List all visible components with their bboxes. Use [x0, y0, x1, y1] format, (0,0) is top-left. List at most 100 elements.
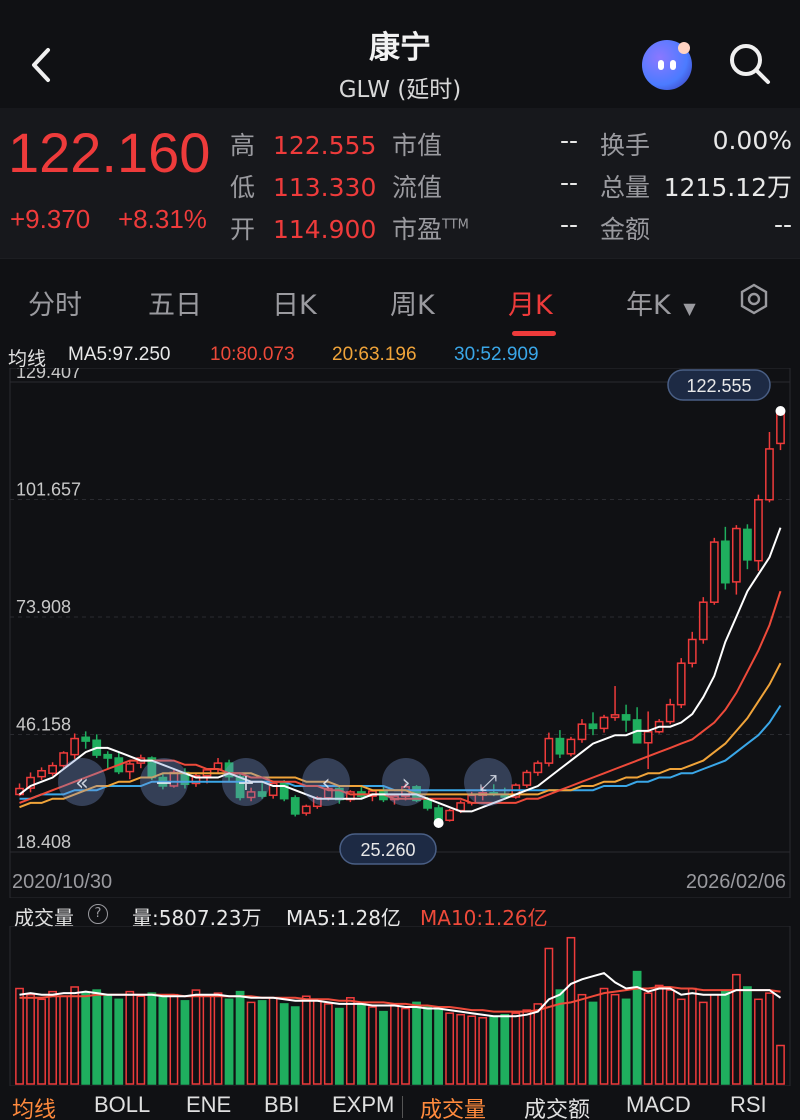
next-icon[interactable]: › — [382, 758, 430, 806]
candle-body — [301, 805, 311, 814]
turnover-label: 换手 — [600, 131, 651, 160]
volume-bar — [180, 1000, 190, 1085]
ma5-value: MA5:97.250 — [68, 344, 171, 365]
chart-frame — [9, 368, 791, 898]
tab-five-day[interactable]: 五日 — [148, 290, 202, 321]
tab-intraday[interactable]: 分时 — [28, 290, 82, 321]
caret-down-icon: ▼ — [683, 299, 696, 318]
candle-body — [423, 799, 432, 809]
volume-bar — [114, 998, 124, 1085]
tab-daily-k[interactable]: 日K — [272, 290, 317, 321]
candle-body — [125, 763, 135, 773]
pe-ttm-sup: TTM — [442, 217, 469, 233]
candle-body — [599, 716, 609, 730]
volume-bar — [544, 947, 554, 1085]
volume-ma5-line — [19, 971, 782, 1018]
volume-bar — [158, 997, 168, 1085]
candlestick-chart[interactable]: 129.407 101.657 73.908 46.158 18.408 « − + ‹ › ⤢ 12… — [0, 368, 800, 898]
volume-frame — [9, 926, 791, 1086]
help-icon[interactable]: ? — [88, 904, 108, 924]
price-change-percent: +8.31% — [118, 204, 207, 234]
y-tick-label: 46.158 — [16, 714, 71, 734]
indicator-amount[interactable]: 成交额 — [524, 1097, 591, 1120]
tab-yearly-k[interactable]: 年K ▼ — [626, 283, 696, 322]
ma30-value: 30:52.909 — [454, 344, 539, 365]
scroll-left-icon[interactable]: « — [58, 758, 106, 806]
volume-bar — [136, 995, 146, 1085]
fullscreen-icon[interactable]: ⤢ — [464, 758, 512, 806]
volume-bar — [357, 1003, 366, 1085]
candle-body — [224, 762, 234, 778]
volume-bar — [81, 992, 91, 1085]
pe-value: -- — [560, 210, 579, 239]
nav-button-bg — [382, 758, 430, 806]
candle-body — [290, 797, 300, 815]
volume-bar — [467, 1015, 477, 1085]
volume-bar — [577, 993, 587, 1085]
indicator-volume[interactable]: 成交量 — [420, 1097, 487, 1120]
candle-body — [81, 736, 91, 742]
indicator-macd[interactable]: MACD — [626, 1092, 691, 1117]
assistant-notification-dot — [678, 42, 690, 54]
candle-body — [555, 737, 565, 755]
candle-body — [665, 703, 675, 723]
volume-bar — [445, 1012, 455, 1085]
search-icon[interactable] — [726, 40, 772, 86]
candle-body — [676, 662, 686, 706]
back-arrow-icon[interactable] — [22, 40, 62, 90]
open-label: 开 — [230, 215, 256, 244]
y-tick-label: 129.407 — [16, 368, 81, 382]
tab-weekly-k[interactable]: 周K — [390, 290, 435, 321]
candle-body — [279, 782, 289, 800]
volume-label: 总量 — [600, 173, 651, 202]
nav-button-glyph: + — [237, 771, 255, 796]
end-date-label: 2026/02/06 — [686, 871, 786, 893]
candle-body — [70, 737, 80, 756]
volume-bar — [765, 992, 774, 1085]
prev-icon[interactable]: ‹ — [302, 758, 350, 806]
open-row: 开 114.900 — [230, 210, 376, 246]
settings-hexagon-icon[interactable] — [738, 283, 770, 315]
zoom-in-icon[interactable]: + — [222, 758, 270, 806]
volume-bar — [654, 984, 664, 1085]
ma5-line — [18, 527, 782, 813]
volume-bar — [511, 1012, 521, 1085]
indicator-ma[interactable]: 均线 — [12, 1097, 57, 1120]
candle-body — [533, 762, 543, 774]
low-row: 低 113.330 — [230, 168, 376, 204]
max-label-bubble — [667, 369, 771, 401]
ai-assistant-icon[interactable] — [642, 40, 692, 90]
period-tabs: 分时 五日 日K 周K 月K 年K ▼ — [0, 258, 800, 336]
nav-button-bg — [222, 758, 270, 806]
volume-bar — [257, 1000, 267, 1085]
max-price-label: 122.555 — [686, 376, 751, 396]
indicator-bbi[interactable]: BBI — [264, 1092, 300, 1117]
indicator-rsi[interactable]: RSI — [730, 1092, 767, 1117]
tab-monthly-k[interactable]: 月K — [508, 290, 553, 321]
candle-body — [48, 764, 57, 775]
indicator-expma[interactable]: EXPM — [332, 1092, 395, 1117]
volume-chart[interactable] — [0, 926, 800, 1086]
stock-ticker: GLW (延时) — [338, 77, 462, 103]
candle-body — [522, 771, 532, 786]
candle-body — [610, 714, 620, 719]
indicator-ene[interactable]: ENE — [186, 1092, 232, 1117]
volume-bar — [268, 997, 278, 1085]
candle-body — [191, 775, 201, 785]
volume-bar — [202, 995, 212, 1085]
low-value: 113.330 — [272, 173, 377, 202]
low-label: 低 — [230, 173, 256, 202]
indicator-boll[interactable]: BOLL — [94, 1092, 151, 1117]
min-label-bubble — [339, 833, 437, 865]
candle-body — [445, 809, 455, 822]
volume-bar — [500, 1013, 510, 1085]
candle-body — [709, 541, 719, 603]
volume-bar — [423, 1006, 432, 1085]
ma-legend-title[interactable]: 均线 — [8, 348, 47, 370]
nav-button-bg — [58, 758, 106, 806]
zoom-out-icon[interactable]: − — [140, 758, 188, 806]
candle-body — [26, 776, 35, 789]
volume-bar — [412, 1001, 421, 1085]
volume-bar — [621, 998, 631, 1085]
volume-bar — [401, 1007, 410, 1085]
